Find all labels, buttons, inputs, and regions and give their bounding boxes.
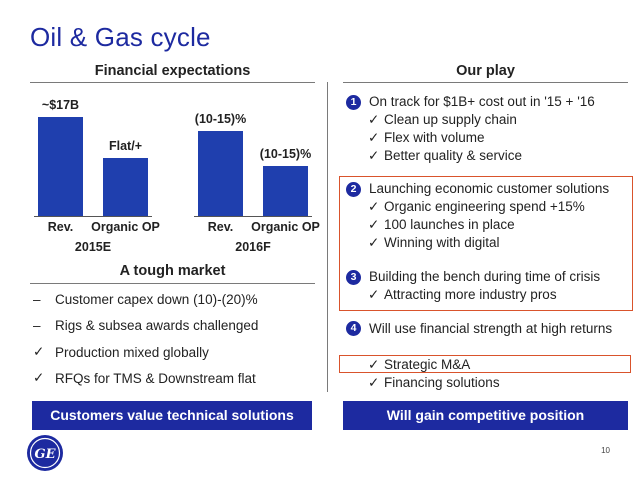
market-item: ✓ Production mixed globally [33, 344, 209, 360]
play-subitem: ✓ 100 launches in place [368, 217, 515, 232]
market-item-text: Rigs & subsea awards challenged [55, 318, 259, 333]
logo-text: GE [34, 447, 56, 462]
play-item-text: Building the bench during time of crisis [369, 269, 601, 284]
play-item-text: On track for $1B+ cost out in '15 + '16 [369, 94, 595, 109]
check-icon: ✓ [368, 130, 380, 145]
market-heading: A tough market [119, 263, 226, 279]
number-badge: 4 [346, 321, 361, 336]
play-item-1: 1 On track for $1B+ cost out in '15 + '1… [346, 94, 595, 110]
bar-category-label: Rev. [207, 220, 234, 234]
check-icon: ✓ [368, 235, 380, 250]
right-banner: Will gain competitive position [343, 401, 628, 430]
bar-value-label: Flat/+ [109, 139, 142, 153]
play-subitem: ✓ Winning with digital [368, 235, 500, 250]
highlight-box-solutions-bench [339, 176, 633, 311]
market-item: ✓ RFQs for TMS & Downstream flat [33, 370, 256, 386]
page-number: 10 [601, 446, 610, 455]
market-item: – Rigs & subsea awards challenged [33, 318, 258, 333]
check-icon: ✓ [368, 357, 380, 372]
chart-baseline [34, 216, 152, 217]
chart-bar [38, 117, 83, 216]
play-subitem: ✓ Flex with volume [368, 130, 485, 145]
dash-marker: – [33, 292, 41, 307]
check-icon: ✓ [368, 375, 380, 390]
play-item-3: 3 Building the bench during time of cris… [346, 269, 600, 285]
bar-category-label: Organic OP [91, 220, 160, 234]
check-icon: ✓ [368, 148, 380, 163]
market-item: – Customer capex down (10)-(20)% [33, 292, 258, 307]
market-item-text: RFQs for TMS & Downstream flat [55, 370, 256, 386]
ge-logo: GE [26, 434, 64, 472]
number-badge: 2 [346, 182, 361, 197]
check-icon: ✓ [33, 370, 45, 385]
bar-value-label: (10-15)% [194, 111, 247, 126]
bar-value-label: ~$17B [41, 98, 80, 113]
play-item-4: 4 Will use financial strength at high re… [346, 320, 616, 338]
financial-bar-chart: ~$17B Rev. Flat/+ Organic OP 2015E (10-15)% Re… [0, 0, 320, 260]
play-subitem: ✓ Organic engineering spend +15% [368, 199, 585, 214]
year-label: 2016F [235, 240, 271, 254]
highlight-box-strategic-ma [339, 355, 631, 373]
play-heading-rule [343, 82, 628, 83]
play-subitem: ✓ Better quality & service [368, 148, 523, 163]
page-title: Oil & Gas cycle [30, 22, 211, 52]
financial-heading: Financial expectations [94, 63, 251, 79]
number-badge: 3 [346, 270, 361, 285]
play-subitem: ✓ Strategic M&A [368, 357, 471, 372]
dash-marker: – [33, 318, 41, 333]
check-icon: ✓ [368, 287, 380, 302]
bar-category-label: Organic OP [251, 220, 320, 234]
market-item-text: Customer capex down (10)-(20)% [55, 292, 258, 307]
check-icon: ✓ [368, 217, 380, 232]
chart-bar [263, 166, 308, 216]
check-icon: ✓ [368, 199, 380, 214]
financial-heading-rule [30, 82, 315, 83]
play-item-text: Launching economic customer solutions [369, 181, 610, 196]
chart-bar [103, 158, 148, 216]
play-subitem: ✓ Clean up supply chain [368, 112, 517, 127]
bar-value-label: (10-15)% [259, 147, 312, 162]
play-item-text: Will use financial strength at high retu… [369, 321, 613, 336]
left-banner: Customers value technical solutions [32, 401, 312, 430]
play-item-2: 2 Launching economic customer solutions [346, 181, 609, 197]
year-label: 2015E [74, 240, 112, 254]
chart-bar [198, 130, 243, 216]
play-subitem: ✓ Attracting more industry pros [368, 287, 557, 302]
column-divider [327, 82, 328, 392]
market-heading-rule [30, 283, 315, 284]
check-icon: ✓ [368, 112, 380, 127]
chart-baseline [194, 216, 312, 217]
bar-category-label: Rev. [47, 220, 74, 234]
play-heading: Our play [456, 63, 515, 79]
number-badge: 1 [346, 95, 361, 110]
check-icon: ✓ [33, 344, 45, 359]
play-subitem: ✓ Financing solutions [368, 375, 500, 390]
market-item-text: Production mixed globally [55, 344, 209, 360]
